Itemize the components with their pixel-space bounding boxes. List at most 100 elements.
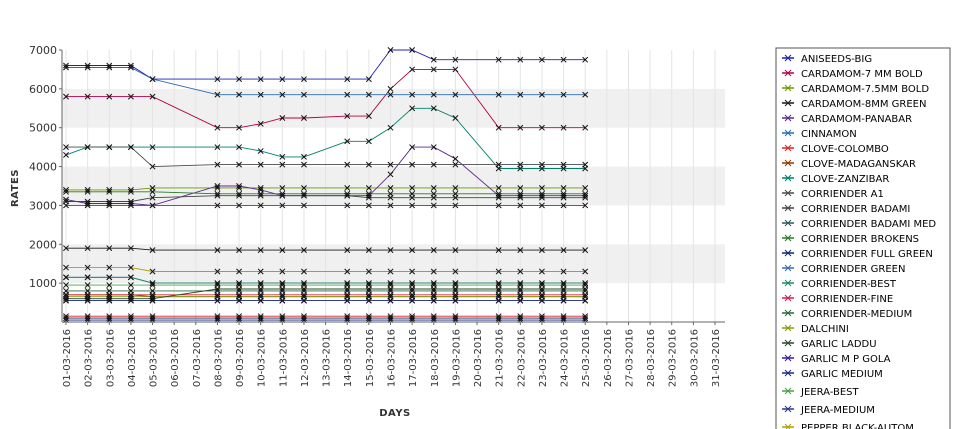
data-point — [387, 268, 394, 275]
data-point — [430, 315, 437, 322]
point-marker — [430, 161, 437, 168]
point-marker — [84, 245, 91, 252]
legend-item: CORRIENDER GREEN — [782, 264, 905, 275]
point-marker — [452, 268, 459, 275]
point-marker — [495, 315, 502, 322]
data-point — [84, 144, 91, 151]
data-point — [387, 85, 394, 92]
point-marker — [214, 315, 221, 322]
point-marker — [84, 188, 91, 195]
data-point — [409, 91, 416, 98]
legend-label: CORRIENDER BADAMI — [801, 204, 910, 215]
data-point — [560, 287, 567, 294]
data-point — [127, 144, 134, 151]
data-point — [63, 274, 69, 281]
data-point — [560, 184, 567, 191]
data-point — [538, 297, 545, 304]
point-marker — [214, 91, 221, 98]
point-marker — [106, 93, 113, 100]
point-marker — [387, 247, 394, 254]
data-point — [430, 282, 437, 289]
data-point — [582, 124, 589, 131]
point-marker — [452, 282, 459, 289]
point-marker — [409, 105, 416, 112]
point-marker — [84, 295, 91, 302]
point-marker — [582, 280, 589, 287]
data-point — [149, 76, 156, 83]
data-point — [149, 297, 156, 304]
data-point — [495, 287, 502, 294]
point-marker — [582, 56, 589, 63]
point-marker — [106, 315, 113, 322]
data-point — [430, 161, 437, 168]
data-point — [538, 56, 545, 63]
data-point — [517, 192, 524, 199]
data-point — [538, 91, 545, 98]
x-tick-label: 18-03-2016 — [430, 329, 441, 387]
point-marker — [236, 144, 243, 151]
data-point — [84, 282, 91, 289]
data-point — [236, 76, 243, 83]
point-marker — [365, 282, 372, 289]
data-point — [279, 247, 286, 254]
x-tick-label: 24-03-2016 — [560, 329, 571, 387]
data-point — [236, 268, 243, 275]
data-point — [365, 138, 372, 145]
x-tick-label: 29-03-2016 — [668, 329, 679, 387]
point-marker — [301, 268, 307, 275]
data-point — [106, 64, 113, 71]
point-marker — [430, 56, 437, 63]
data-point — [257, 282, 264, 289]
data-point — [409, 190, 416, 197]
data-point — [560, 202, 567, 209]
point-marker — [495, 56, 502, 63]
data-point — [495, 280, 502, 287]
grid-bands — [62, 88, 725, 284]
point-marker — [63, 93, 69, 100]
point-marker — [127, 200, 134, 207]
data-point — [517, 161, 524, 168]
point-marker — [279, 282, 286, 289]
data-point — [127, 264, 134, 271]
point-marker — [106, 295, 113, 302]
legend-label: CORRIENDER GREEN — [801, 264, 905, 275]
point-marker — [279, 202, 286, 209]
data-point — [279, 282, 286, 289]
point-marker — [365, 247, 372, 254]
data-point — [409, 105, 416, 112]
x-tick-label: 19-03-2016 — [451, 329, 462, 387]
data-point — [236, 91, 243, 98]
data-point — [279, 184, 286, 191]
data-point — [582, 247, 589, 254]
legend-item: GARLIC M P GOLA — [782, 354, 891, 365]
point-marker — [452, 91, 459, 98]
data-point — [582, 161, 589, 168]
point-marker — [365, 184, 372, 191]
x-tick-label: 30-03-2016 — [689, 329, 700, 387]
data-point — [560, 268, 567, 275]
grid-band — [62, 244, 725, 284]
point-marker — [409, 282, 416, 289]
data-point — [582, 268, 589, 275]
x-tick-label: 25-03-2016 — [581, 329, 592, 387]
legend-label: CLOVE-MADAGANSKAR — [801, 159, 916, 170]
data-point — [495, 91, 502, 98]
point-marker — [560, 247, 567, 254]
data-point — [387, 297, 394, 304]
point-marker — [63, 287, 69, 294]
data-point — [301, 115, 307, 121]
data-point — [214, 91, 221, 98]
point-marker — [127, 202, 134, 209]
data-point — [279, 315, 286, 322]
point-marker — [149, 76, 156, 83]
point-marker — [106, 287, 113, 294]
point-marker — [538, 297, 545, 304]
point-marker — [236, 76, 243, 83]
point-marker — [560, 192, 567, 199]
point-marker — [387, 190, 394, 197]
legend-item: CORRIENDER-FINE — [782, 294, 893, 305]
data-point — [344, 247, 351, 254]
point-marker — [495, 297, 502, 304]
point-marker — [560, 91, 567, 98]
point-marker — [63, 188, 69, 195]
